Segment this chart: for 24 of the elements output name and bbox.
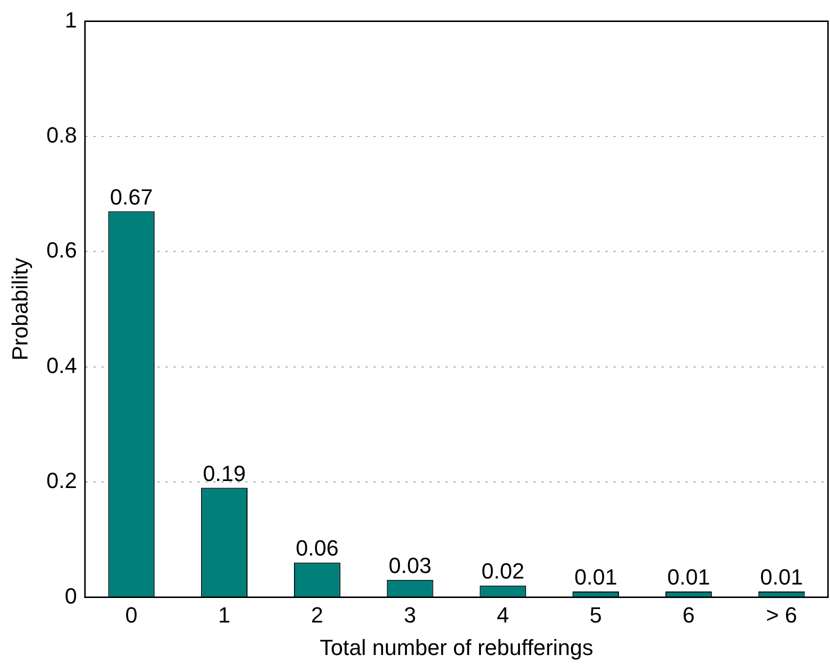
data-label: 0.03 <box>388 552 432 578</box>
data-label: 0.02 <box>482 558 524 584</box>
y-tick-label: 0.6 <box>46 238 77 263</box>
x-tick-label: 1 <box>218 602 230 628</box>
data-label: 0.01 <box>574 564 618 590</box>
data-label: 0.01 <box>760 564 803 590</box>
x-axis-title: Total number of rebufferings <box>320 634 594 660</box>
data-label: 0.67 <box>110 184 153 210</box>
data-label: 0.19 <box>202 460 246 486</box>
y-tick-label: 0.8 <box>46 122 77 148</box>
x-tick-label: 0 <box>125 602 138 628</box>
x-tick-label: 6 <box>682 602 695 628</box>
y-axis-title: Probability <box>7 258 32 361</box>
y-tick-label: 0.2 <box>46 468 77 494</box>
x-tick-label: > 6 <box>766 602 798 628</box>
y-tick-label: 1 <box>64 7 77 32</box>
x-tick-label: 4 <box>496 602 510 628</box>
data-label: 0.01 <box>667 564 710 590</box>
x-tick-label: 5 <box>590 602 602 628</box>
x-tick-label: 2 <box>311 602 324 628</box>
y-tick-label: 0 <box>64 583 77 608</box>
x-tick-label: 3 <box>404 602 416 628</box>
data-label: 0.06 <box>296 536 339 561</box>
y-tick-label: 0.4 <box>46 352 77 378</box>
